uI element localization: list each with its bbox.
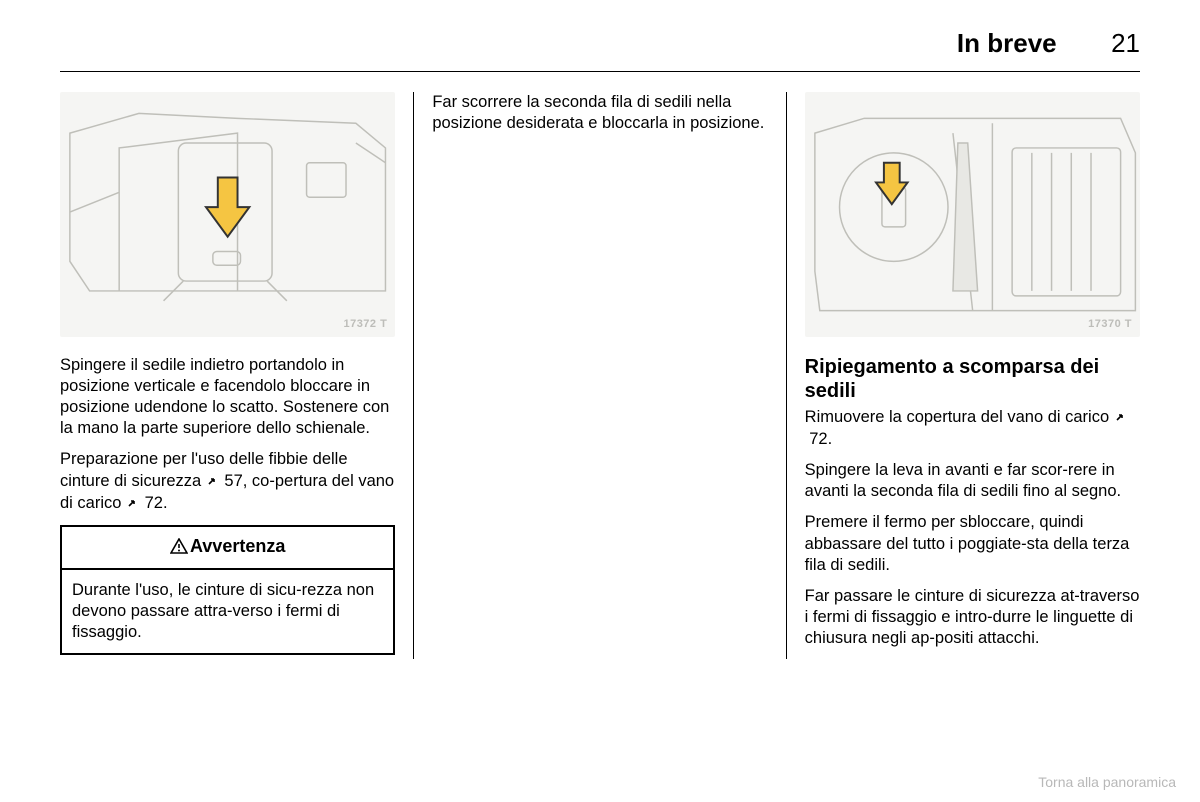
illustration-seat-raise: 17372 T [60, 92, 395, 337]
arrow-down-icon [876, 163, 908, 204]
warning-heading: Avvertenza [62, 527, 393, 570]
column-2: Far scorrere la seconda fila di sedili n… [414, 92, 786, 659]
reference-icon [1114, 408, 1128, 429]
reference-icon [126, 494, 140, 515]
column-1: 17372 T Spingere il sedile indietro port… [60, 92, 414, 659]
warning-body: Durante l'uso, le cinture di sicu‐rezza … [62, 570, 393, 653]
body-text: Far passare le cinture di sicurezza at‐t… [805, 586, 1140, 649]
reference-icon [206, 472, 220, 493]
warning-box: Avvertenza Durante l'uso, le cinture di … [60, 525, 395, 655]
body-text: Preparazione per l'uso delle fibbie dell… [60, 449, 395, 514]
page-ref: 57 [224, 472, 242, 490]
text-span: Rimuovere la copertura del vano di caric… [805, 408, 1114, 426]
page-ref: 72 [145, 494, 163, 512]
column-3: 17370 T Ripiegamento a scomparsa dei sed… [787, 92, 1140, 659]
body-text: Far scorrere la seconda fila di sedili n… [432, 92, 767, 134]
warning-title-text: Avvertenza [190, 536, 285, 556]
body-text: Rimuovere la copertura del vano di caric… [805, 407, 1140, 450]
content-columns: 17372 T Spingere il sedile indietro port… [60, 92, 1140, 659]
illustration-caption: 17372 T [343, 317, 387, 331]
illustration-belt-clip: 17370 T [805, 92, 1140, 337]
arrow-down-icon [206, 178, 249, 237]
body-text: Premere il fermo per sbloccare, quindi a… [805, 512, 1140, 575]
page-ref: 72 [809, 430, 827, 448]
body-text: Spingere il sedile indietro portandolo i… [60, 355, 395, 439]
subheading: Ripiegamento a scomparsa dei sedili [805, 355, 1140, 403]
illustration-caption: 17370 T [1088, 317, 1132, 331]
section-title: In breve [957, 28, 1057, 59]
text-span: . [163, 494, 168, 512]
footer-link[interactable]: Torna alla panoramica [1038, 774, 1176, 790]
page-header: In breve 21 [60, 28, 1140, 72]
page-number: 21 [1111, 28, 1140, 59]
warning-triangle-icon [170, 537, 188, 560]
text-span: . [828, 430, 833, 448]
body-text: Spingere la leva in avanti e far scor‐re… [805, 460, 1140, 502]
